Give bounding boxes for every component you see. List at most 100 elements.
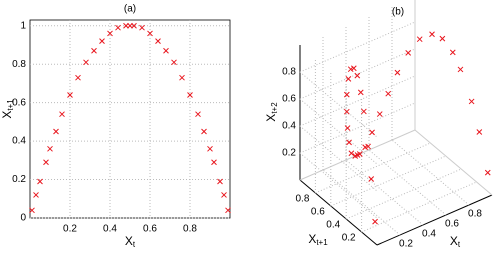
point xyxy=(405,50,412,56)
point-stroke xyxy=(91,47,97,54)
point-stroke xyxy=(171,59,177,66)
point-stroke xyxy=(217,178,223,185)
grid-line xyxy=(299,48,416,100)
point-stroke xyxy=(394,69,401,76)
point xyxy=(344,125,351,131)
point xyxy=(211,159,217,166)
point-stroke xyxy=(385,90,392,97)
grid-line xyxy=(345,159,424,226)
point-stroke xyxy=(457,66,464,73)
x-tick-label: 0.8 xyxy=(183,224,197,235)
point xyxy=(362,144,369,151)
point-stroke xyxy=(350,65,357,72)
point-stroke xyxy=(207,145,213,152)
point xyxy=(115,24,121,31)
point xyxy=(361,108,367,115)
point-stroke xyxy=(346,139,352,146)
grid-line xyxy=(299,102,416,154)
y-tick-label: 0.8 xyxy=(295,194,309,205)
point-stroke xyxy=(201,128,207,135)
x-axis-label: Xt xyxy=(125,234,136,249)
y-axis-label: Xt+1 xyxy=(0,99,15,119)
point-stroke xyxy=(354,72,361,79)
point-stroke xyxy=(429,31,435,38)
point xyxy=(75,74,81,81)
point-stroke xyxy=(361,108,367,115)
point xyxy=(201,128,207,135)
point xyxy=(47,145,53,152)
point xyxy=(163,47,169,54)
point-stroke xyxy=(59,111,65,118)
point-stroke xyxy=(33,192,39,198)
point xyxy=(348,150,355,157)
point xyxy=(155,38,161,44)
y-axis-label-sub: t+1 xyxy=(6,99,15,111)
point-stroke xyxy=(47,145,53,152)
point xyxy=(416,36,423,43)
grid-line xyxy=(315,142,431,194)
point-stroke xyxy=(225,207,231,214)
point xyxy=(372,218,378,225)
point xyxy=(376,111,383,117)
point xyxy=(83,59,89,66)
point-stroke xyxy=(362,144,369,151)
chart-title: (a) xyxy=(124,4,136,15)
point-stroke xyxy=(115,24,121,31)
y-axis-label-sub: t+1 xyxy=(316,238,328,247)
z-tick-label: 0.4 xyxy=(282,121,296,132)
point xyxy=(225,207,231,214)
point-stroke xyxy=(356,151,363,157)
point xyxy=(476,129,483,135)
point-stroke xyxy=(372,218,378,225)
point-stroke xyxy=(449,49,456,56)
y-tick-label: 1 xyxy=(20,20,26,31)
point-stroke xyxy=(53,128,59,135)
point xyxy=(207,145,213,152)
point xyxy=(221,192,227,198)
x-axis-label: Xt xyxy=(450,234,461,249)
x-axis-label-sub: t xyxy=(458,240,461,249)
point-stroke xyxy=(484,169,491,176)
grid-line xyxy=(299,75,416,127)
point-stroke xyxy=(107,30,113,37)
z-tick-label: 0.8 xyxy=(282,67,296,78)
point xyxy=(217,178,223,185)
point xyxy=(107,30,113,37)
point-stroke xyxy=(67,92,73,98)
axis-line xyxy=(299,179,378,246)
point xyxy=(346,139,352,146)
grid-line xyxy=(299,21,416,73)
chart-title: (b) xyxy=(392,7,404,18)
x-tick-label: 0.8 xyxy=(468,209,482,220)
x-tick-label: 0.6 xyxy=(143,224,157,235)
point xyxy=(439,35,446,42)
z-axis-label-sub: t+2 xyxy=(270,102,279,114)
point-stroke xyxy=(163,47,169,54)
point-stroke xyxy=(37,178,43,185)
point-stroke xyxy=(368,176,375,182)
x-tick-label: 0.2 xyxy=(63,224,77,235)
point-stroke xyxy=(369,129,375,136)
y-tick-label: 0.4 xyxy=(326,220,340,231)
point xyxy=(347,66,354,73)
point xyxy=(343,91,350,98)
point xyxy=(179,74,185,81)
point-stroke xyxy=(43,159,49,166)
point-stroke xyxy=(343,91,350,98)
y-tick-label: 0 xyxy=(20,213,26,224)
point-stroke xyxy=(345,76,352,82)
point-stroke xyxy=(83,59,89,66)
point-stroke xyxy=(195,111,201,118)
y-tick-label: 0.6 xyxy=(12,97,26,108)
point xyxy=(59,111,65,118)
point-stroke xyxy=(468,98,475,105)
y-tick-label: 0.8 xyxy=(12,59,26,70)
x-axis-label-sub: t xyxy=(133,240,136,249)
x-tick-label: 0.2 xyxy=(399,239,413,250)
point-stroke xyxy=(99,38,105,44)
grid-line xyxy=(368,149,447,216)
point-stroke xyxy=(179,74,185,81)
point xyxy=(356,151,363,157)
y-tick-label: 0.2 xyxy=(342,233,356,244)
